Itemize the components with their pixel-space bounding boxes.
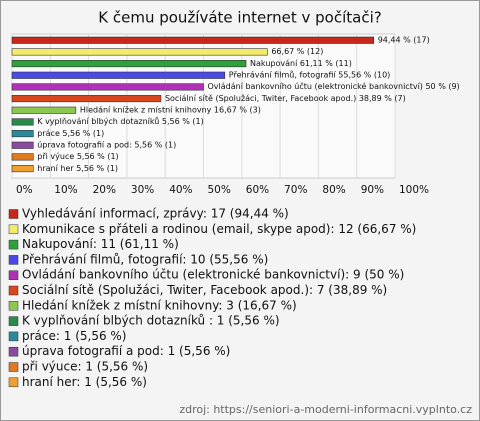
value-label: Nakupování 61,11 % (11): [250, 59, 352, 68]
legend-swatch: [8, 270, 19, 280]
bar: [11, 118, 34, 126]
legend-swatch: [8, 362, 19, 372]
value-label: Ovládání bankovního účtu (elektronické b…: [208, 81, 460, 91]
x-tick-label: 0%: [16, 184, 33, 196]
legend-swatch: [8, 346, 19, 357]
x-tick-label: 20%: [93, 184, 116, 196]
legend-label: hraní her: 1 (5,56 %): [22, 375, 147, 389]
legend-label: Ovládání bankovního účtu (elektronické b…: [22, 268, 404, 282]
x-tick-label: 90%: [361, 184, 384, 196]
legend-label: Komunikace s přáteli a rodinou (email, s…: [22, 222, 416, 236]
value-label: Sociální sítě (Spolužáci, Twiter, Facebo…: [165, 94, 406, 103]
legend-label: K vyplňování blbých dotazníků : 1 (5,56 …: [22, 314, 280, 328]
legend-label: Hledání knížek z místní knihovny: 3 (16,…: [22, 298, 297, 312]
legend-swatch: [8, 285, 19, 296]
bar: [11, 130, 34, 138]
bar: [11, 95, 162, 103]
legend-label: úprava fotografií a pod: 1 (5,56 %): [22, 344, 230, 358]
legend-label: Sociální sítě (Spolužáci, Twiter, Facebo…: [22, 283, 387, 297]
value-label: práce 5,56 % (1): [37, 129, 104, 138]
legend-label: Nakupování: 11 (61,11 %): [22, 237, 179, 251]
chart-title: K čemu používáte internet v počítači?: [98, 9, 381, 27]
x-tick-label: 50%: [208, 184, 231, 196]
value-label: Přehrávání filmů, fotografií 55,56 % (10…: [229, 70, 391, 80]
bar: [11, 106, 77, 114]
legend-label: práce: 1 (5,56 %): [22, 329, 127, 343]
value-label: 94,44 % (17): [378, 36, 430, 45]
source: zdroj: https://seniori-a-moderni-informa…: [179, 403, 472, 416]
bar: [11, 153, 34, 161]
legend-swatch: [8, 377, 19, 388]
legend-label: při výuce: 1 (5,56 %): [22, 360, 148, 374]
bar: [11, 83, 204, 91]
legend-swatch: [8, 239, 19, 250]
x-tick-label: 30%: [131, 184, 154, 196]
legend-swatch: [8, 301, 19, 311]
legend-swatch: [8, 209, 19, 219]
x-tick-label: 60%: [246, 184, 269, 196]
x-tick-label: 100%: [399, 184, 429, 196]
x-tick-label: 10%: [54, 184, 77, 196]
legend-swatch: [8, 224, 19, 235]
x-tick-label: 40%: [169, 184, 192, 196]
legend-swatch: [8, 316, 19, 326]
x-tick-label: 80%: [322, 184, 345, 196]
legend-label: Přehrávání filmů, fotografií: 10 (55,56 …: [22, 252, 268, 266]
legend-swatch: [8, 255, 19, 265]
value-label: při výuce 5,56 % (1): [37, 152, 118, 161]
x-tick-label: 70%: [284, 184, 307, 196]
legend-swatch: [8, 331, 19, 342]
bar: [11, 71, 226, 79]
value-label: Hledání knížek z místní knihovny 16,67 %…: [80, 106, 261, 115]
value-label: 66,67 % (12): [271, 47, 323, 56]
bar: [11, 48, 268, 56]
value-label: K vyplňování blbých dotazníků 5,56 % (1): [37, 116, 203, 126]
legend-label: Vyhledávání informací, zprávy: 17 (94,44…: [22, 207, 289, 221]
bar: [11, 165, 34, 173]
bar: [11, 141, 34, 149]
value-label: úprava fotografií a pod: 5,56 % (1): [37, 141, 176, 150]
value-label: hraní her 5,56 % (1): [37, 164, 118, 173]
bar: [11, 36, 375, 44]
bar: [11, 60, 247, 68]
